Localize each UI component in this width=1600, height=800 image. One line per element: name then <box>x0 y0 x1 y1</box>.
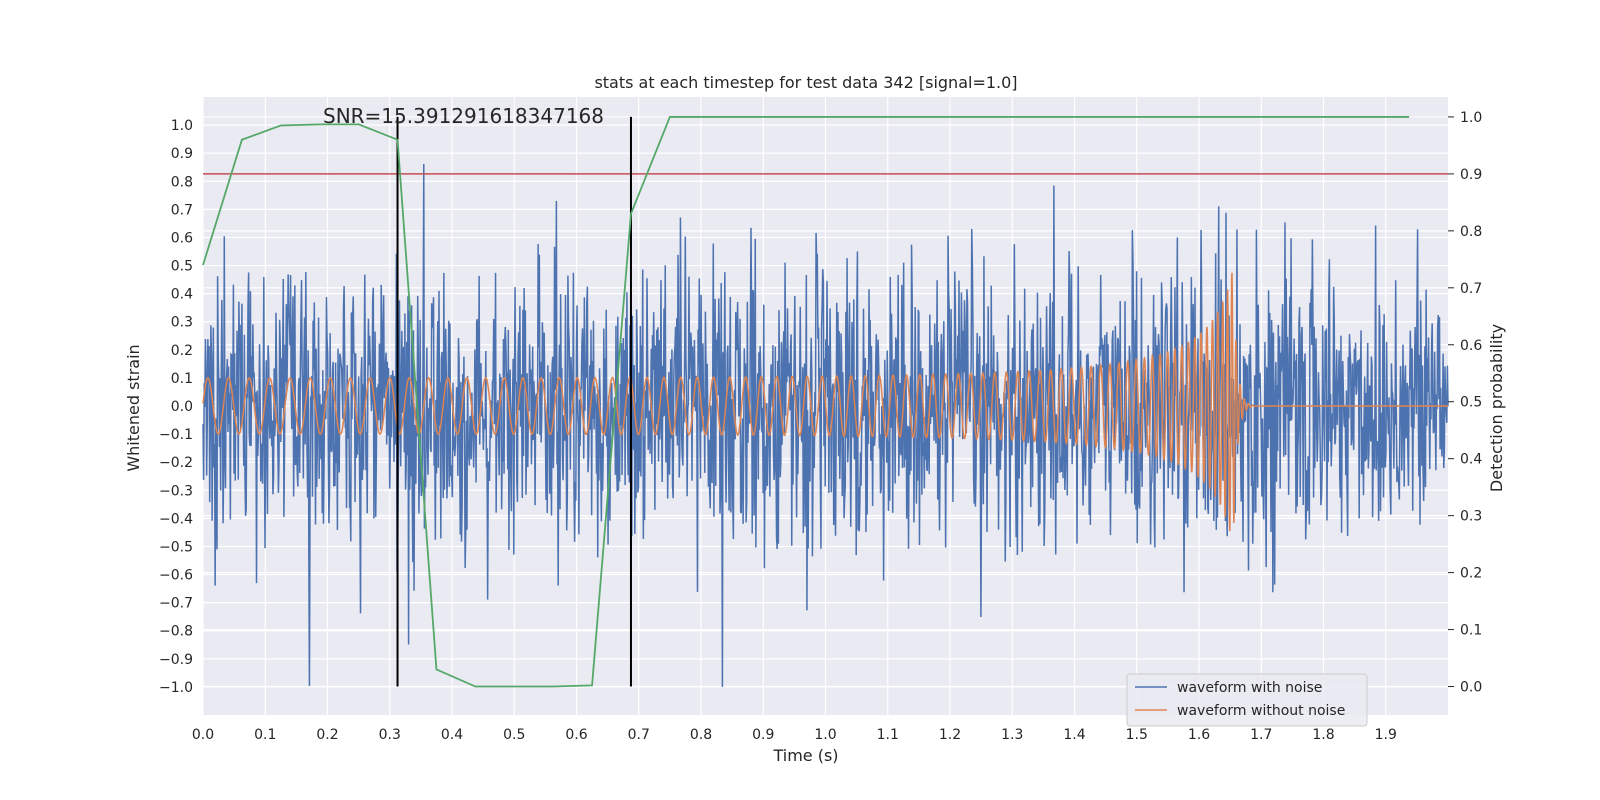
x-tick-label: 0.1 <box>254 727 276 743</box>
y-tick-label: 0.6 <box>171 230 193 246</box>
y-right-tick-label: 0.8 <box>1460 224 1482 240</box>
x-tick-label: 0.3 <box>379 727 401 743</box>
y-tick-label: 0.4 <box>171 287 193 303</box>
y-tick-label: 0.9 <box>171 146 193 162</box>
series-waveform-with-noise <box>202 164 1449 687</box>
x-tick-label: 1.7 <box>1250 727 1272 743</box>
x-tick-label: 1.4 <box>1063 727 1085 743</box>
y-right-tick-label: 0.5 <box>1460 395 1482 411</box>
x-tick-label: 0.8 <box>690 727 712 743</box>
y-right-tick-label: 0.9 <box>1460 167 1482 183</box>
legend: waveform with noise waveform without noi… <box>1126 673 1368 727</box>
legend-label-noise: waveform with noise <box>1177 680 1322 696</box>
y-right-tick-label: 0.6 <box>1460 338 1482 354</box>
y-tick-label: 0.1 <box>171 371 193 387</box>
plot-series-group <box>202 164 1449 687</box>
y-tick-label: −1.0 <box>159 680 193 696</box>
y-tick-label: −0.6 <box>159 568 193 584</box>
y-tick-label: −0.5 <box>159 539 193 555</box>
legend-box <box>1126 673 1368 727</box>
y-tick-label: −0.1 <box>159 427 193 443</box>
y-right-axis-label: Detection probability <box>1487 324 1506 492</box>
chart-title: stats at each timestep for test data 342… <box>594 73 1017 92</box>
y-right-tick-label: 0.3 <box>1460 509 1482 525</box>
x-tick-label: 0.0 <box>192 727 214 743</box>
y-tick-labels: 1.0 0.9 0.8 0.7 0.6 0.5 0.4 0.3 0.2 0.1 0.0 −0.1 −0.… <box>159 118 193 696</box>
y-right-tick-label: 0.7 <box>1460 281 1482 297</box>
y-tick-label: 0.0 <box>171 399 193 415</box>
y-tick-label: 1.0 <box>171 118 193 134</box>
y-tick-label: −0.4 <box>159 511 193 527</box>
y-tick-label: −0.3 <box>159 483 193 499</box>
y-right-tick-label: 0.4 <box>1460 452 1482 468</box>
x-tick-label: 0.5 <box>503 727 525 743</box>
series-waveform-without-noise <box>202 272 1448 532</box>
x-tick-label: 1.0 <box>814 727 836 743</box>
legend-label-clean: waveform without noise <box>1177 703 1345 719</box>
y-tick-label: 0.2 <box>171 343 193 359</box>
y-tick-label: 0.3 <box>171 315 193 331</box>
x-tick-label: 0.7 <box>628 727 650 743</box>
y-tick-label: −0.9 <box>159 652 193 668</box>
y-tick-label: 0.5 <box>171 259 193 275</box>
y-right-tick-label: 0.2 <box>1460 566 1482 582</box>
x-tick-label: 1.6 <box>1188 727 1210 743</box>
snr-annotation: SNR=15.391291618347168 <box>323 104 604 128</box>
x-tick-label: 0.2 <box>316 727 338 743</box>
y-axis-label: Whitened strain <box>124 344 143 471</box>
x-tick-label: 1.1 <box>877 727 899 743</box>
y-tick-label: 0.8 <box>171 174 193 190</box>
y-tick-label: 0.7 <box>171 202 193 218</box>
x-tick-label: 1.3 <box>1001 727 1023 743</box>
y-right-tick-labels: 1.0 0.9 0.8 0.7 0.6 0.5 0.4 0.3 0.2 0.1 0.0 <box>1448 110 1482 696</box>
y-tick-label: −0.2 <box>159 455 193 471</box>
x-tick-label: 1.2 <box>939 727 961 743</box>
x-tick-label: 1.9 <box>1375 727 1397 743</box>
x-tick-label: 1.8 <box>1312 727 1334 743</box>
x-tick-label: 0.9 <box>752 727 774 743</box>
x-tick-label: 0.4 <box>441 727 463 743</box>
y-tick-label: −0.7 <box>159 596 193 612</box>
y-right-tick-label: 0.0 <box>1460 680 1482 696</box>
x-tick-label: 1.5 <box>1126 727 1148 743</box>
y-right-tick-label: 1.0 <box>1460 110 1482 126</box>
y-right-tick-label: 0.1 <box>1460 623 1482 639</box>
y-tick-label: −0.8 <box>159 624 193 640</box>
x-tick-label: 0.6 <box>565 727 587 743</box>
x-tick-labels: 0.0 0.1 0.2 0.3 0.4 0.5 0.6 0.7 0.8 0.9 1.0 1.1 1.2 1… <box>192 727 1397 743</box>
x-axis-label: Time (s) <box>772 746 838 765</box>
series-detection-probability <box>202 116 1410 688</box>
